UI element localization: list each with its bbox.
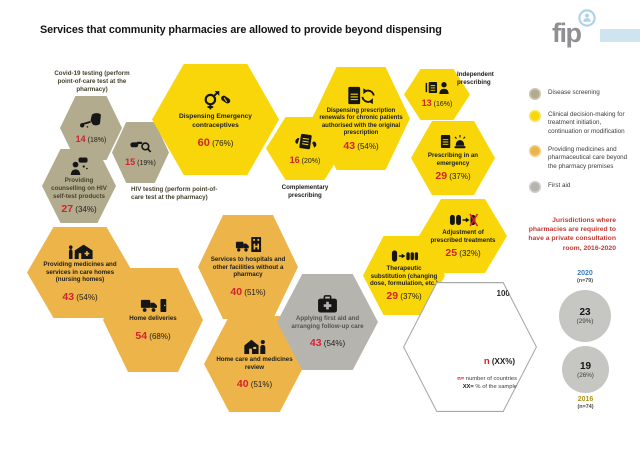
- beyond-premises-swatch-icon: [529, 145, 541, 157]
- complementary-prescribing-value: 16 (20%): [289, 154, 321, 165]
- legend-label: Clinical decision-making for treatment i…: [548, 111, 625, 135]
- clinical-decision-swatch-icon: [529, 110, 541, 122]
- counselling-person-chat-icon: [69, 157, 90, 176]
- legend-label: First aid: [548, 182, 571, 189]
- page-title: Services that community pharmacies are a…: [40, 24, 442, 36]
- hexagon-emergency-contraceptives: Dispensing Emergency contraceptives 60 (…: [152, 64, 279, 175]
- independent-prescribing-value: 13 (16%): [421, 98, 453, 108]
- treatment-adjustment-value: 25 (32%): [445, 246, 481, 259]
- legend-item-beyond-premises: Providing medicines and pharmaceutical c…: [529, 145, 633, 171]
- pill-substitution-icon: [391, 249, 418, 263]
- legend-label: Disease screening: [548, 89, 600, 96]
- prescription-renewal-icon: [347, 86, 376, 106]
- disease-screening-swatch-icon: [529, 88, 541, 100]
- services-to-hospitals-value: 40 (51%): [230, 286, 266, 299]
- treatment-adjustment-label: Adjustment of prescribed treatments: [430, 229, 496, 244]
- label-hiv-testing: HIV testing (perform point-of-care test …: [131, 186, 218, 202]
- fip-logo: fip: [552, 18, 582, 48]
- house-person-icon: [243, 338, 267, 354]
- hexagon-hiv-counselling: Providing counselling on HIV self-test p…: [42, 149, 116, 223]
- person-care-home-icon: [67, 242, 94, 259]
- fip-logo-bar: [600, 29, 640, 42]
- prescription-pad-hands-icon: [293, 133, 318, 151]
- prescription-renewals-label: Dispensing prescription renewals for chr…: [319, 107, 403, 137]
- services-to-hospitals-label: Services to hospitals and other faciliti…: [210, 255, 286, 279]
- legend-item-first-aid: First aid: [529, 181, 633, 193]
- covid-swab-test-icon: [79, 112, 103, 130]
- label-independent-prescribing: Independent prescribing: [457, 71, 494, 87]
- care-homes-label: Providing medicines and services in care…: [43, 260, 117, 284]
- prescription-renewals-value: 43 (54%): [343, 139, 379, 152]
- key-full-sample-label: 100%: [496, 289, 517, 298]
- home-deliveries-label: Home deliveries: [129, 315, 177, 323]
- therapeutic-substitution-value: 29 (37%): [386, 290, 422, 303]
- therapeutic-substitution-label: Therapeutic substitution (changing dose,…: [369, 264, 439, 288]
- hexagon-emergency-prescribing: Prescribing in an emergency 29 (37%): [411, 121, 495, 195]
- prescription-person-icon: [425, 81, 450, 94]
- contraceptives-gender-pill-icon: [201, 90, 231, 111]
- care-homes-value: 43 (54%): [62, 291, 98, 304]
- consultation-room-heading: Jurisdictions where pharmacies are requi…: [528, 217, 616, 252]
- home-deliveries-value: 54 (68%): [135, 329, 171, 342]
- key-pattern: n (XX%): [483, 356, 515, 367]
- first-aid-label: Applying first aid and arranging follow-…: [291, 314, 364, 330]
- first-aid-swatch-icon: [529, 181, 541, 193]
- year-label-2020: 2020 (n=79): [576, 270, 594, 285]
- first-aid-value: 43 (54%): [309, 337, 346, 350]
- emergency-prescribing-value: 29 (37%): [435, 169, 471, 182]
- home-care-label: Home care and medicines review: [216, 355, 293, 371]
- legend-item-clinical-decision-making: Clinical decision-making for treatment i…: [529, 110, 633, 136]
- key-hexagon-fill: [404, 283, 536, 411]
- hiv-testing-value: 15 (19%): [125, 157, 156, 167]
- emergency-contraceptives-value: 60 (76%): [197, 136, 234, 149]
- hiv-counselling-value: 27 (34%): [61, 202, 97, 215]
- consultation-circle-2020: 23 (29%): [559, 290, 611, 342]
- legend-item-disease-screening: Disease screening: [529, 88, 633, 100]
- truck-hospital-icon: [235, 236, 262, 254]
- hiv-test-magnifier-icon: [129, 138, 152, 153]
- hexagon-first-aid: Applying first aid and arranging follow-…: [277, 274, 378, 370]
- fip-emblem-icon: [577, 8, 597, 33]
- hexagon-services-to-hospitals: Services to hospitals and other faciliti…: [198, 215, 298, 319]
- prescription-siren-icon: [440, 134, 466, 150]
- legend-label: Providing medicines and pharmaceutical c…: [548, 146, 628, 170]
- hexagon-prescription-renewals: Dispensing prescription renewals for chr…: [312, 67, 410, 170]
- hexagon-home-deliveries: Home deliveries 54 (68%): [103, 268, 203, 372]
- label-covid-testing: Covid-19 testing (perform point-of-care …: [54, 70, 130, 94]
- label-complementary-prescribing: Complementary prescribing: [281, 184, 329, 200]
- hexagon-independent-prescribing: 13 (16%): [404, 69, 470, 120]
- delivery-truck-door-icon: [140, 298, 167, 313]
- first-aid-kit-icon: [317, 294, 338, 313]
- covid-testing-value: 14 (18%): [75, 134, 107, 144]
- key-notes: n= number of countries XX= % of the samp…: [457, 376, 517, 391]
- emergency-contraceptives-label: Dispensing Emergency contraceptives: [179, 113, 252, 129]
- pills-adjustment-icon: [449, 213, 478, 227]
- home-care-value: 40 (51%): [236, 378, 273, 391]
- consultation-circle-2016: 19 (26%): [562, 346, 609, 393]
- emergency-prescribing-label: Prescribing in an emergency: [427, 152, 479, 167]
- year-label-2016: 2016 (n=74): [577, 396, 594, 411]
- hiv-counselling-label: Providing counselling on HIV self-test p…: [51, 177, 107, 200]
